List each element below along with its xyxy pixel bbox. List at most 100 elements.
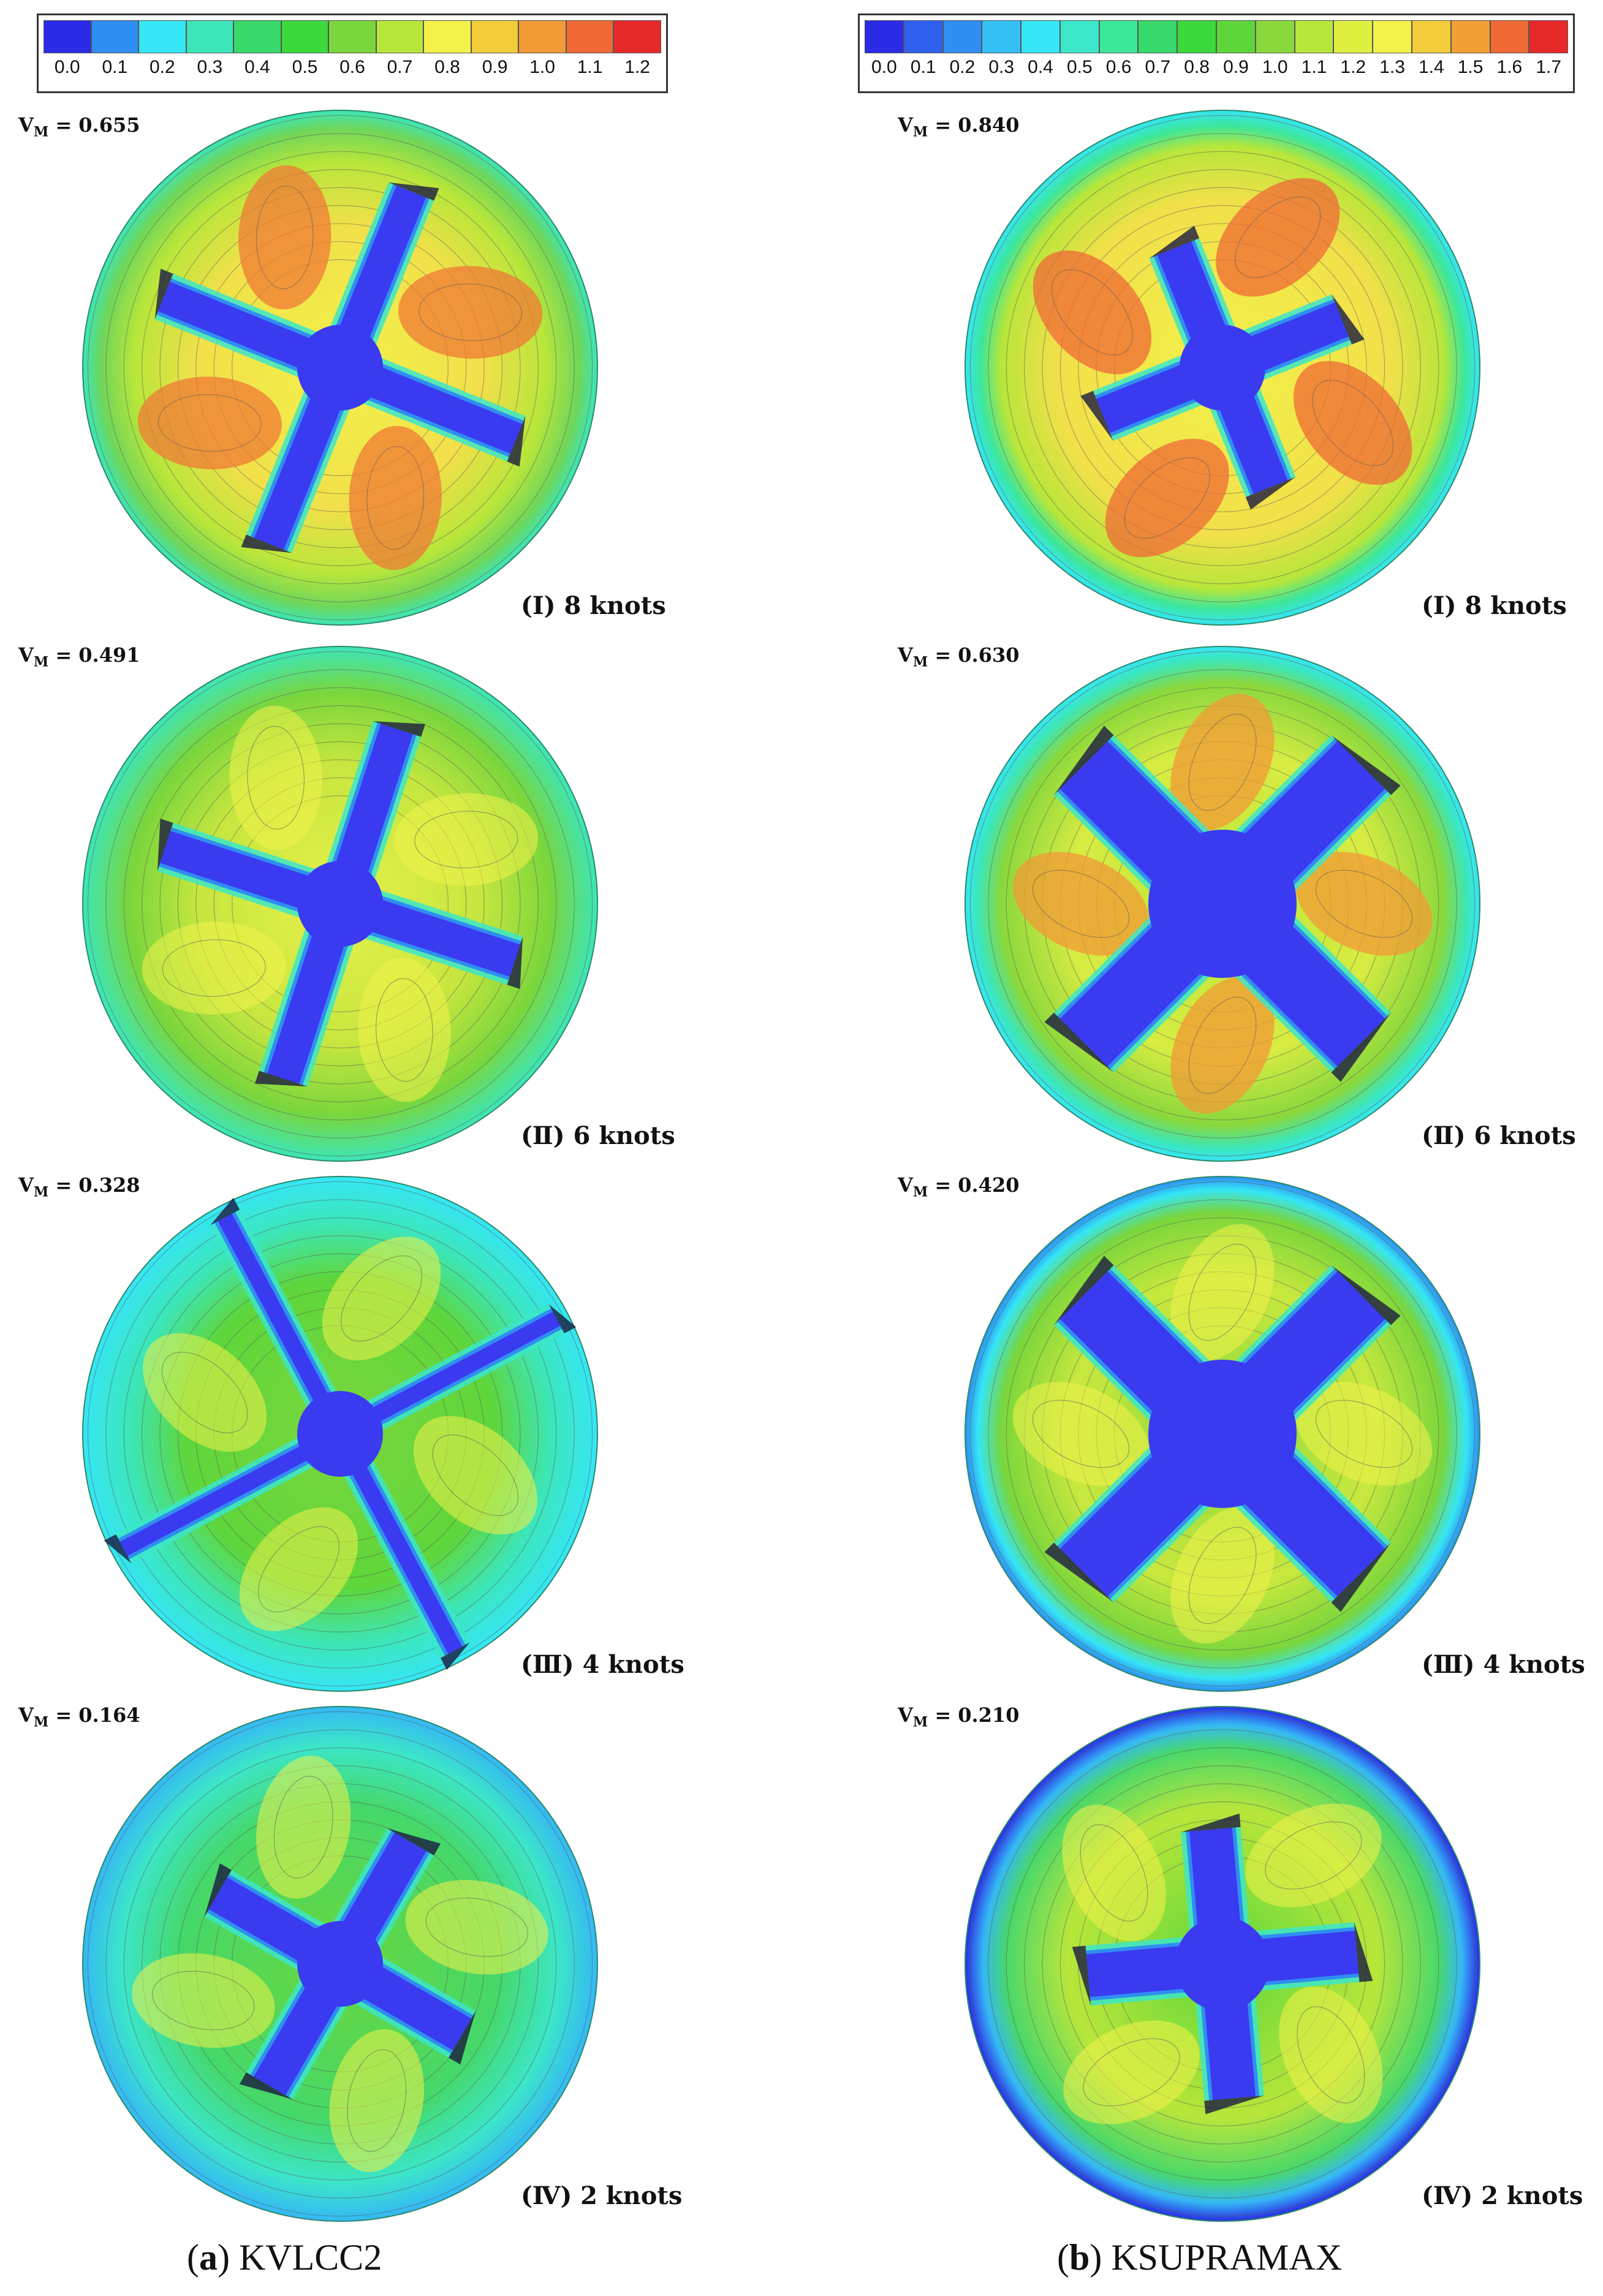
legend-tick-label: 0.8 <box>1184 57 1210 77</box>
legend-swatch <box>233 20 281 53</box>
speed-label-b-1: (Ⅰ) 8 knots <box>1422 591 1567 620</box>
contour-line <box>1124 457 1211 539</box>
contour-line <box>1042 187 1403 548</box>
legend-colors <box>39 15 666 53</box>
blade-tip <box>204 1863 232 1917</box>
contour-line <box>1024 169 1421 566</box>
legend-swatch <box>942 20 982 53</box>
blade-tip <box>1331 1012 1392 1082</box>
legend-tick-label: 0.1 <box>102 57 128 77</box>
legend-swatch <box>471 20 519 53</box>
legend-tick-label: 1.0 <box>529 57 555 77</box>
contour-line <box>1312 379 1394 466</box>
hub <box>297 1921 383 2007</box>
blade-tip <box>1080 390 1113 441</box>
contour-line <box>162 939 266 997</box>
blade-tip <box>1053 1256 1114 1325</box>
wake-lobe <box>349 426 442 570</box>
blade-tip <box>507 416 526 467</box>
legend-tick-label: 0.7 <box>1145 57 1171 77</box>
contour-line <box>1024 1765 1421 2162</box>
contour-line <box>1078 223 1367 512</box>
wake-disk-a-4 <box>82 1706 598 2222</box>
wake-lobe <box>1063 2020 1200 2124</box>
legend-tick-label: 0.9 <box>1223 57 1249 77</box>
speed-label-a-4: (Ⅳ) 2 knots <box>521 2181 683 2210</box>
blade-tip <box>210 1197 240 1226</box>
blade-wake <box>333 1430 463 1654</box>
contour-line <box>247 726 305 830</box>
contour-line <box>432 1434 519 1517</box>
wake-lobe <box>1170 977 1275 1114</box>
contour-line <box>195 223 485 512</box>
contour-line <box>969 651 1476 1157</box>
wake-lobe <box>322 1237 441 1361</box>
wake-disk-a-1 <box>82 110 598 626</box>
speed-label-b-3: (Ⅲ) 4 knots <box>1422 1650 1585 1679</box>
contour-line <box>425 1897 528 1957</box>
contour-line <box>142 1235 539 1632</box>
contour-line <box>257 1526 339 1613</box>
legend-tick-label: 1.5 <box>1457 57 1484 77</box>
legend-swatch <box>1059 20 1099 53</box>
contour-line <box>87 651 593 1157</box>
legend-tick-label: 0.1 <box>910 57 936 77</box>
contour-line <box>1297 2006 1365 2104</box>
wake-lobe <box>1170 1224 1275 1361</box>
wake-lobe <box>1216 178 1340 297</box>
legend-tick-label: 0.3 <box>197 57 223 77</box>
legend-ksupramax: 0.0 0.1 0.2 0.3 0.4 0.5 0.6 0.7 0.8 0.9 1.0 1.1 1.2 1… <box>858 13 1575 93</box>
blade-tip <box>1245 477 1296 510</box>
contour-line <box>1234 196 1321 278</box>
blade-tip <box>154 268 173 319</box>
legend-tick-label: 0.2 <box>949 57 976 77</box>
wake-lobe <box>1012 1382 1150 1486</box>
caption-a: (a) KVLCC2 <box>187 2237 382 2278</box>
contour-line <box>1042 1783 1403 2145</box>
contour-line <box>1188 996 1257 1094</box>
blade-tip <box>1044 1542 1114 1603</box>
contour-line <box>1188 713 1257 811</box>
contour-line <box>105 1199 575 1669</box>
contour-line <box>177 205 503 531</box>
contour-line <box>1188 1243 1257 1341</box>
caption-b: (b) KSUPRAMAX <box>1057 2237 1343 2278</box>
speed-label-b-4: (Ⅳ) 2 knots <box>1422 2181 1583 2210</box>
blade-tip <box>1331 735 1401 795</box>
wake-lobe <box>137 376 282 469</box>
legend-tick-label: 0.4 <box>1028 57 1053 77</box>
contour-line <box>969 1711 1476 2217</box>
legend-tick-label: 1.2 <box>1340 57 1366 77</box>
contour-line <box>123 1217 557 1651</box>
wake-lobe <box>1033 250 1152 374</box>
contour-line <box>1051 269 1133 356</box>
legend-swatch <box>1333 20 1373 53</box>
wake-lobe <box>1062 1805 1166 1941</box>
contour-line <box>142 705 539 1102</box>
wake-lobe <box>1295 1382 1433 1486</box>
contour-line <box>232 259 449 476</box>
contour-line <box>1059 205 1385 531</box>
blade-wake <box>119 1426 344 1556</box>
contour-line <box>87 115 593 621</box>
hub <box>1175 1917 1270 2011</box>
wake-lobe <box>229 705 322 850</box>
legend-tick-label: 0.4 <box>244 57 270 77</box>
legend-swatch <box>1138 20 1178 53</box>
legend-swatch <box>1177 20 1217 53</box>
blade-wake <box>336 1311 561 1441</box>
contour-line <box>142 1765 539 2162</box>
contour-line <box>159 1253 521 1615</box>
contour-line <box>1006 151 1439 585</box>
legend-tick-label: 0.6 <box>1105 57 1132 77</box>
legend-tick-label: 0.5 <box>1066 57 1093 77</box>
legend-swatch <box>1294 20 1334 53</box>
contour-line <box>142 169 539 566</box>
contour-line <box>177 1271 503 1597</box>
legend-swatch <box>1529 20 1569 53</box>
legend-tick-label: 0.3 <box>988 57 1015 77</box>
blade-tip <box>1331 1542 1392 1612</box>
blade-tip <box>1181 1813 1241 1833</box>
legend-tick-label: 1.6 <box>1496 57 1523 77</box>
hub <box>1180 325 1265 411</box>
